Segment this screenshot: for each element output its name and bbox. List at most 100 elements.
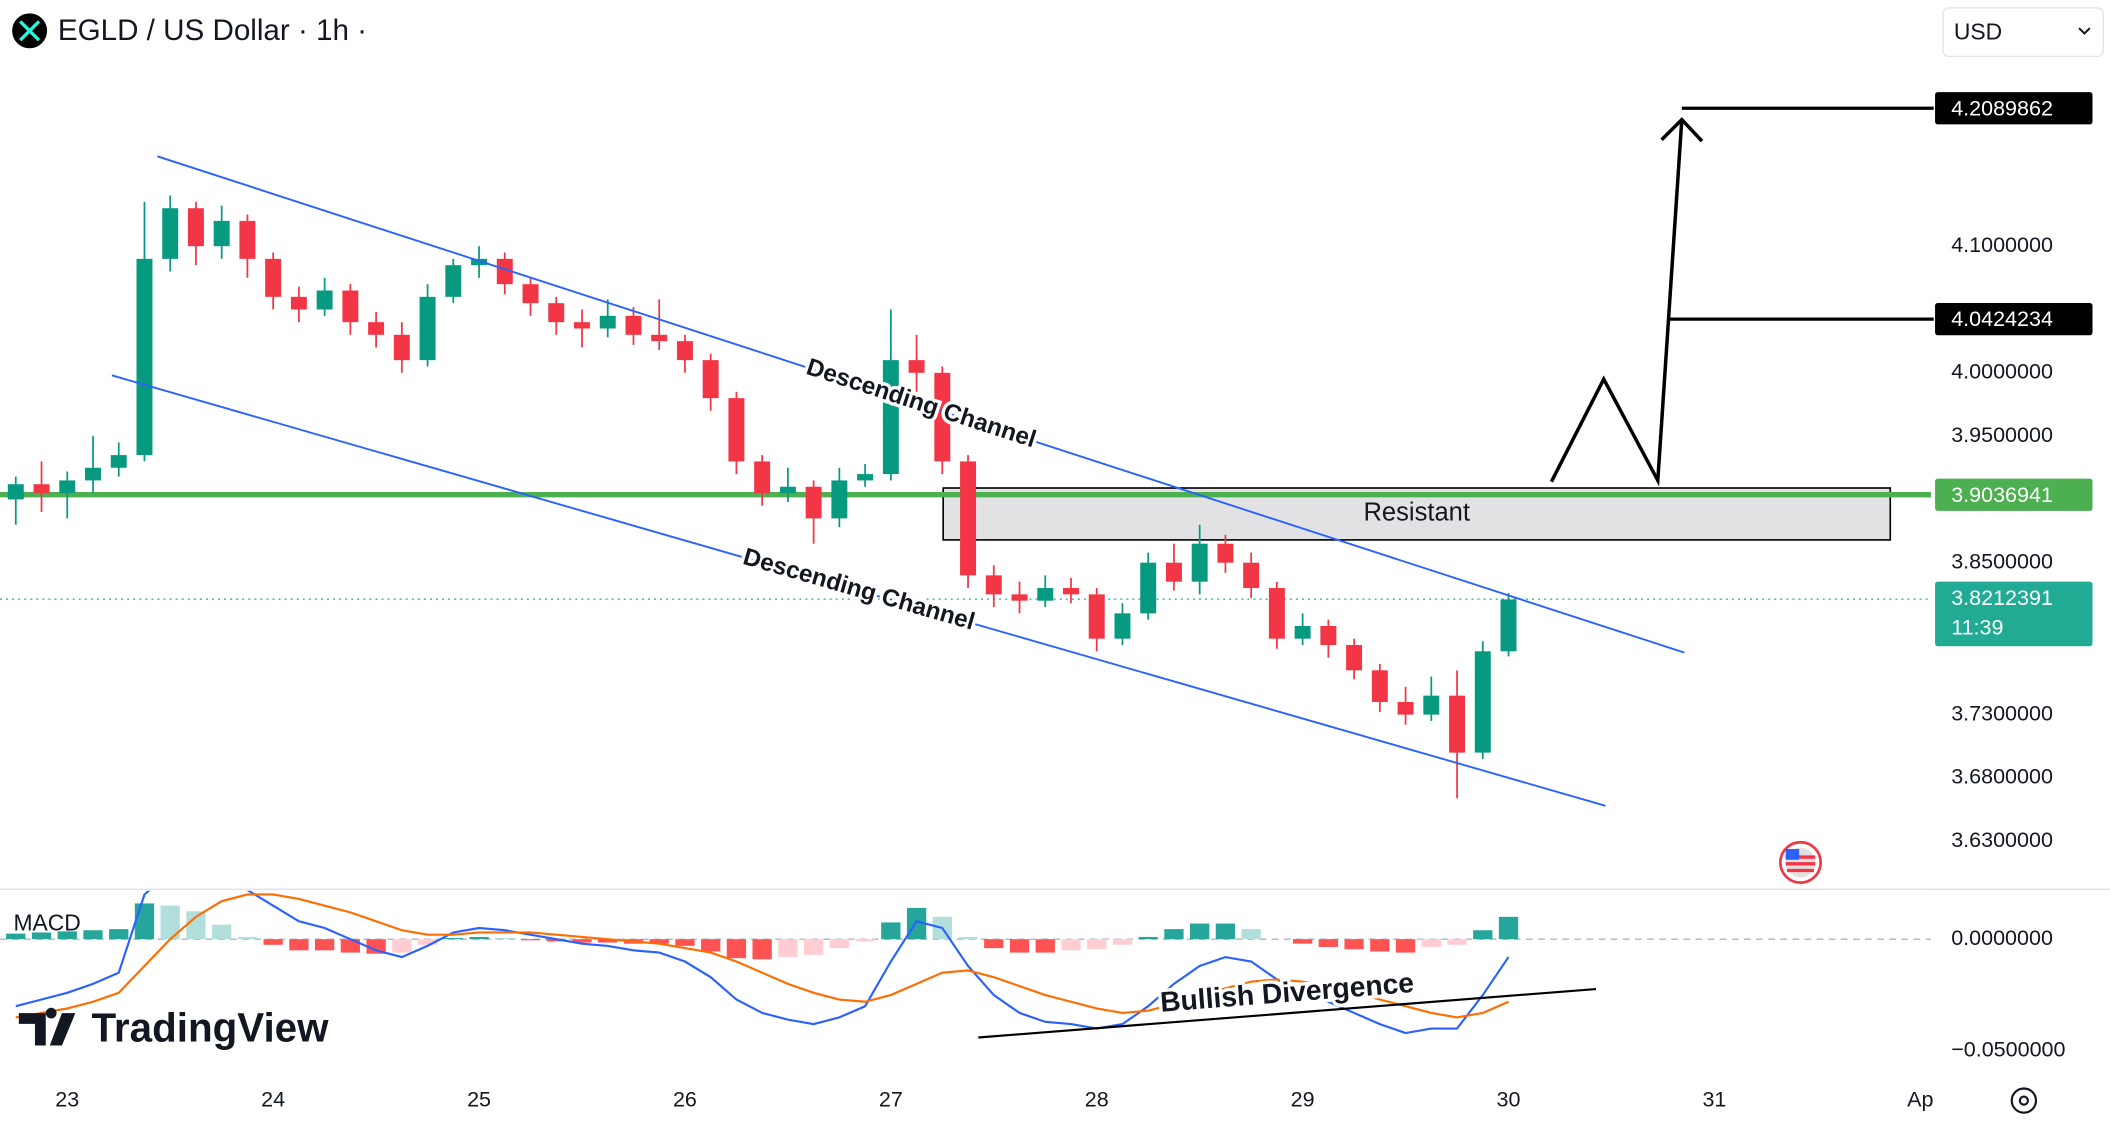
projection-arrowhead <box>1660 117 1704 143</box>
projection-path <box>1549 119 1684 487</box>
candle-body <box>728 398 745 462</box>
histogram-bar <box>1370 939 1390 952</box>
symbol-logo-mark <box>18 20 41 42</box>
level-label-text: 4.0424234 <box>1951 307 2053 331</box>
histogram-bar <box>1215 923 1236 940</box>
histogram-bar <box>1447 939 1467 945</box>
candle-body <box>1449 695 1466 753</box>
histogram-bar <box>752 939 772 960</box>
histogram-bar <box>958 936 978 940</box>
candle-body <box>368 322 385 335</box>
candle-body <box>599 315 616 329</box>
histogram-bar <box>340 939 361 953</box>
watermark: TradingView <box>18 1004 329 1050</box>
currency-select[interactable] <box>1942 7 2104 58</box>
candle-body <box>574 322 590 329</box>
candle-body <box>908 360 925 373</box>
watermark-logo <box>18 1007 76 1046</box>
y-tick-label: 3.8500000 <box>1951 549 2053 573</box>
histogram-bar <box>289 939 309 951</box>
candle-body <box>522 284 539 304</box>
candle-body <box>1371 670 1388 702</box>
x-tick-label: 23 <box>55 1087 79 1111</box>
x-tick-label: 24 <box>261 1087 285 1111</box>
candle-body <box>136 258 153 456</box>
x-tick-label: 30 <box>1497 1087 1521 1111</box>
candle-body <box>445 265 462 297</box>
x-tick-label: 27 <box>879 1087 903 1111</box>
histogram-bar <box>31 932 52 940</box>
histogram-bar <box>1318 939 1339 947</box>
candle-body <box>1474 651 1491 753</box>
candle-body <box>779 486 796 494</box>
last-price-text: 3.8212391 <box>1951 586 2053 610</box>
flag-canton <box>1785 848 1800 860</box>
level-label-text: 4.2089862 <box>1951 96 2053 120</box>
channel-label: Descending Channel <box>740 543 978 635</box>
histogram-bar <box>1498 916 1519 940</box>
candle-body <box>1243 562 1260 589</box>
candle-body <box>548 303 565 323</box>
histogram-bar <box>1138 936 1158 940</box>
macd-title: MACD <box>13 909 80 935</box>
price-pane <box>0 155 1932 807</box>
candle-body <box>1423 695 1440 715</box>
histogram-bar <box>1344 939 1364 950</box>
channel-line <box>111 374 1606 807</box>
histogram-bar <box>160 905 180 940</box>
candle-body <box>625 315 642 335</box>
candle-body <box>33 484 50 494</box>
support-label-box <box>1935 478 2093 511</box>
x-tick-label: 25 <box>467 1087 491 1111</box>
candle-body <box>59 480 76 494</box>
candle-body <box>960 461 977 576</box>
histogram-bar <box>1009 939 1030 953</box>
histogram-bar <box>1061 939 1081 951</box>
candle-body <box>316 290 333 310</box>
y-tick-label: 3.9500000 <box>1951 423 2053 447</box>
histogram-bar <box>855 939 875 942</box>
candle-body <box>985 575 1002 595</box>
candle-body <box>162 208 179 259</box>
histogram-bar <box>803 939 824 955</box>
candle-body <box>702 360 719 399</box>
macd-line <box>15 890 1510 1035</box>
candle-body <box>1037 588 1054 601</box>
histogram-bar <box>57 931 77 940</box>
candle-body <box>1500 599 1517 652</box>
candle-body <box>1063 588 1079 595</box>
candle-body <box>265 258 282 297</box>
gear-outer[interactable] <box>2010 1087 2038 1114</box>
candle-body <box>239 220 256 259</box>
candle-body <box>1346 644 1363 671</box>
candle-body <box>754 461 771 494</box>
currency-label[interactable]: USD <box>1954 19 2002 45</box>
candle-body <box>882 360 899 475</box>
histogram-bar <box>469 936 489 940</box>
candle-body <box>1011 594 1028 601</box>
histogram-bar <box>726 939 747 959</box>
candle-body <box>1088 594 1105 639</box>
flag-icon[interactable] <box>1778 840 1823 884</box>
candle-body <box>1165 562 1182 582</box>
candle-body <box>857 474 874 481</box>
histogram-bar <box>134 903 155 940</box>
candle-body <box>1268 588 1285 639</box>
countdown-text: 11:39 <box>1951 615 2003 639</box>
candle-body <box>496 258 513 285</box>
histogram-bar <box>1241 929 1261 940</box>
histogram-bar <box>984 939 1004 949</box>
histogram-bar <box>572 939 592 943</box>
histogram-bar <box>237 936 258 940</box>
candle-body <box>393 334 410 361</box>
channel-line <box>157 155 1685 654</box>
x-tick-label: Ap <box>1907 1087 1933 1111</box>
histogram-bar <box>778 939 798 958</box>
histogram-bar <box>263 939 283 945</box>
histogram-bar <box>366 939 386 954</box>
histogram-bar <box>1112 939 1133 945</box>
candle-body <box>676 341 693 361</box>
settings-icon[interactable] <box>2010 1087 2038 1114</box>
candle-body <box>419 296 436 361</box>
